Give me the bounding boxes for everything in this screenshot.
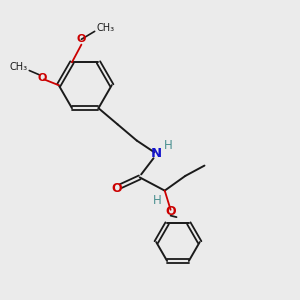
Text: H: H [153,194,162,207]
Text: O: O [112,182,122,195]
Text: N: N [150,147,161,160]
Text: O: O [38,73,47,83]
Text: H: H [164,139,172,152]
Text: CH₃: CH₃ [10,62,28,72]
Text: CH₃: CH₃ [96,23,114,33]
Text: O: O [165,205,176,218]
Text: O: O [77,34,86,44]
